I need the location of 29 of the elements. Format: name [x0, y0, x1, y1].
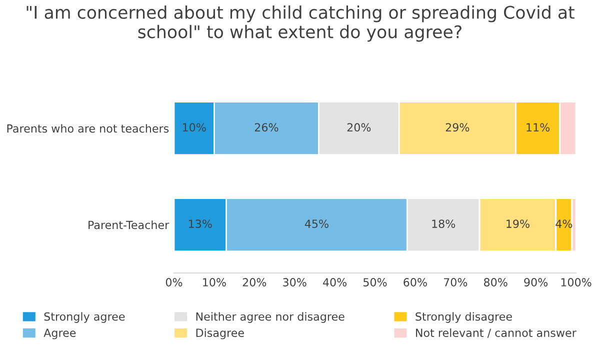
x-tick-label: 90% — [524, 278, 548, 286]
data-label: 10% — [182, 123, 206, 132]
y-tick-label: Parents who are not teachers — [7, 124, 169, 133]
legend-label: Disagree — [196, 328, 244, 340]
data-label: 19% — [506, 220, 530, 228]
data-label: 18% — [432, 220, 456, 228]
x-tick-label: 40% — [322, 278, 347, 286]
legend-label: Strongly disagree — [416, 312, 512, 323]
x-tick-label: 60% — [404, 278, 427, 286]
legend-label: Agree — [44, 328, 76, 340]
x-tick-label: 50% — [364, 278, 387, 286]
data-label: 13% — [189, 220, 212, 228]
data-label: 29% — [446, 123, 470, 132]
chart-title: "I am concerned about my child catching or spreading Covid at school" to what extent do you agree? — [26, 5, 574, 42]
x-tick-label: 30% — [283, 278, 306, 286]
legend-label: Neither agree nor disagree — [196, 312, 344, 323]
x-tick-label: 80% — [484, 278, 508, 286]
x-tick-label: 100% — [561, 278, 592, 286]
data-label: 11% — [526, 123, 550, 132]
x-tick-label: 0% — [166, 278, 182, 286]
x-tick-label: 10% — [203, 278, 226, 286]
legend-label: Not relevant / cannot answer — [416, 328, 576, 338]
data-label: 45% — [304, 220, 328, 228]
data-label: 26% — [254, 123, 278, 132]
x-tick-label: 70% — [444, 278, 468, 286]
x-tick-label: 20% — [242, 278, 266, 286]
y-tick-label: Parent-Teacher — [88, 220, 170, 230]
data-label: 20% — [347, 123, 371, 132]
legend-label: Strongly agree — [44, 312, 125, 323]
